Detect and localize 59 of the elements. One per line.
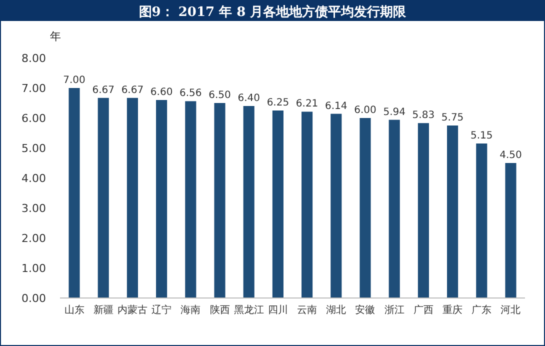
bar	[272, 110, 284, 298]
bar	[98, 98, 109, 298]
data-label: 6.50	[208, 90, 231, 101]
x-tick-label: 重庆	[442, 304, 463, 316]
bar	[418, 123, 429, 298]
y-tick-label: 0.00	[22, 292, 46, 305]
y-tick-label: 5.00	[22, 142, 46, 155]
bar	[68, 88, 80, 298]
bar	[243, 106, 254, 298]
x-tick-label: 浙江	[384, 304, 404, 316]
data-label: 5.94	[383, 106, 406, 118]
y-axis-title: 年	[50, 30, 61, 43]
bar	[156, 100, 168, 298]
x-tick-label: 广西	[413, 304, 434, 316]
x-tick-label: 陕西	[210, 304, 230, 316]
data-label: 6.25	[266, 98, 290, 108]
x-tick-label: 新疆	[93, 304, 114, 316]
data-label: 6.67	[121, 84, 144, 96]
data-label: 6.14	[325, 100, 348, 112]
x-tick-label: 海南	[180, 304, 201, 316]
y-tick-label: 4.00	[22, 172, 46, 185]
x-tick-label: 云南	[297, 304, 318, 316]
y-tick-label: 3.00	[22, 202, 46, 215]
data-label: 5.75	[441, 112, 464, 124]
y-tick-label: 7.00	[22, 82, 46, 95]
data-label: 6.60	[150, 87, 173, 98]
bar	[476, 144, 488, 298]
bar	[302, 112, 313, 298]
data-label: 7.00	[63, 75, 86, 86]
bar	[214, 103, 226, 298]
x-tick-label: 广东	[472, 304, 492, 316]
bar	[505, 163, 516, 298]
data-label: 6.00	[354, 105, 376, 116]
data-label: 6.21	[296, 98, 318, 110]
bar	[447, 126, 458, 298]
data-label: 6.67	[92, 84, 114, 96]
bar	[330, 114, 342, 298]
x-tick-label: 河北	[500, 304, 521, 316]
data-label: 5.15	[470, 130, 493, 142]
data-label: 4.50	[500, 150, 522, 161]
bar	[185, 101, 196, 298]
y-tick-label: 1.00	[22, 262, 46, 275]
x-tick-label: 安徽	[355, 304, 376, 316]
y-tick-label: 8.00	[22, 52, 46, 65]
bar	[388, 120, 400, 298]
data-label: 6.40	[238, 93, 260, 104]
x-tick-label: 四川	[268, 304, 288, 316]
data-label: 5.83	[412, 110, 435, 122]
x-tick-label: 黑龙江	[234, 304, 264, 316]
data-label: 6.56	[180, 88, 202, 100]
bar	[360, 118, 371, 298]
x-tick-label: 山东	[64, 304, 84, 316]
bar	[126, 98, 138, 298]
x-tick-label: 辽宁	[152, 304, 172, 316]
y-tick-label: 6.00	[22, 112, 46, 125]
y-tick-label: 2.00	[22, 232, 46, 245]
chart-title: 图9： 2017 年 8 月各地地方债平均发行期限	[138, 4, 408, 20]
x-tick-label: 湖北	[326, 304, 346, 316]
x-tick-label: 内蒙古	[117, 304, 148, 316]
